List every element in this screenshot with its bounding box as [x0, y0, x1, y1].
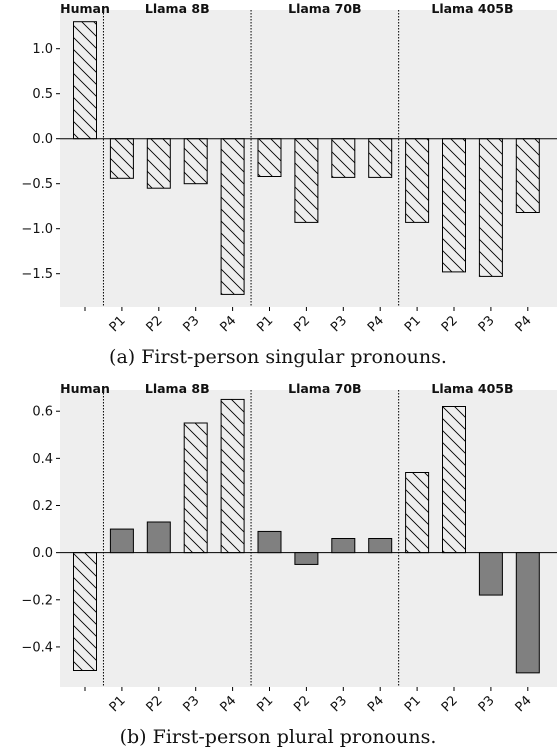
x-tick-label: P4 [217, 313, 239, 335]
group-label-llama-405b: Llama 405B [431, 1, 513, 16]
bar-singular-12 [515, 138, 540, 213]
y-tick-label: −1.5 [21, 267, 53, 282]
x-tick-label: P2 [291, 313, 313, 335]
x-tick-label: P2 [144, 313, 166, 335]
bar-plural-1 [109, 528, 134, 554]
bar-singular-1 [109, 138, 134, 179]
plot-background [60, 390, 557, 687]
group-label-llama-8b: Llama 8B [145, 381, 210, 396]
bar-plural-5 [257, 530, 282, 554]
x-tick-label: P4 [513, 693, 535, 715]
x-tick-label: P4 [365, 693, 387, 715]
bar-singular-4 [220, 138, 245, 295]
bar-plural-2 [146, 521, 171, 554]
x-tick-label: P3 [328, 693, 350, 715]
bar-singular-11 [478, 138, 503, 277]
y-tick-label: −0.5 [21, 177, 53, 192]
group-label-llama-8b: Llama 8B [145, 1, 210, 16]
x-tick-label: P3 [181, 313, 203, 335]
x-tick-label: P1 [107, 313, 129, 335]
x-tick-label: P3 [328, 313, 350, 335]
bar-singular-10 [442, 138, 466, 273]
x-tick-label: P3 [476, 693, 498, 715]
bar-plural-7 [331, 538, 356, 554]
bar-plural-8 [368, 538, 393, 554]
bar-plural-12 [515, 552, 540, 674]
chart-panel-singular: Human Llama 8B Llama 70B Llama 405B 1.0 0.5 0.… [21, 1, 557, 335]
x-tick-label: P2 [439, 313, 461, 335]
x-tick-label: P1 [402, 313, 424, 335]
bar-singular-5 [257, 138, 282, 177]
y-tick-label: 0.0 [32, 546, 53, 561]
y-tick-label: 0.4 [32, 452, 53, 467]
y-tick-label: −0.4 [21, 640, 53, 655]
group-label-llama-405b: Llama 405B [431, 381, 513, 396]
x-tick-label: P2 [291, 693, 313, 715]
bar-singular-8 [368, 138, 393, 178]
bar-singular-9 [405, 138, 430, 223]
y-tick-label: 0.2 [32, 499, 53, 514]
bar-singular-3 [183, 138, 208, 185]
bar-singular-2 [146, 138, 171, 189]
bar-plural-6 [294, 552, 319, 565]
y-tick-label: 0.0 [32, 132, 53, 147]
caption-plural: (b) First-person plural pronouns. [120, 726, 437, 748]
y-tick-label: −1.0 [21, 222, 53, 237]
bar-plural-10 [442, 406, 466, 554]
bar-singular-6 [294, 138, 319, 223]
x-tick-label: P3 [181, 693, 203, 715]
bar-plural-11 [478, 552, 503, 596]
bar-singular-7 [331, 138, 356, 178]
bar-plural-3 [183, 422, 208, 554]
group-label-llama-70b: Llama 70B [288, 381, 361, 396]
y-tick-label: 0.6 [32, 405, 53, 420]
group-label-human: Human [60, 381, 110, 396]
y-tick-label: −0.2 [21, 593, 53, 608]
caption-singular: (a) First-person singular pronouns. [109, 346, 447, 368]
bar-plural-4 [220, 398, 245, 554]
group-label-llama-70b: Llama 70B [288, 1, 361, 16]
x-tick-label: P4 [217, 693, 239, 715]
bar-singular-0 [73, 21, 97, 140]
x-tick-label: P4 [365, 313, 387, 335]
x-tick-label: P1 [107, 693, 129, 715]
x-tick-label: P1 [402, 693, 424, 715]
bar-plural-0 [73, 552, 97, 672]
y-tick-label: 0.5 [32, 87, 53, 102]
x-tick-label: P3 [476, 313, 498, 335]
group-label-human: Human [60, 1, 110, 16]
x-tick-label: P4 [513, 313, 535, 335]
chart-panel-plural: Human Llama 8B Llama 70B Llama 405B 0.6 0.4 0.… [21, 381, 557, 715]
x-tick-label: P1 [254, 693, 276, 715]
x-tick-label: P2 [144, 693, 166, 715]
x-tick-label: P2 [439, 693, 461, 715]
bar-plural-9 [405, 472, 430, 554]
y-tick-label: 1.0 [32, 42, 53, 57]
x-tick-label: P1 [254, 313, 276, 335]
